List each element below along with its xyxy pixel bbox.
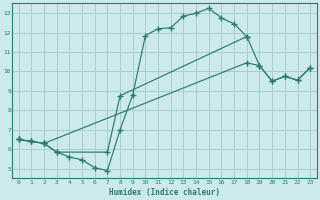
X-axis label: Humidex (Indice chaleur): Humidex (Indice chaleur) xyxy=(109,188,220,197)
